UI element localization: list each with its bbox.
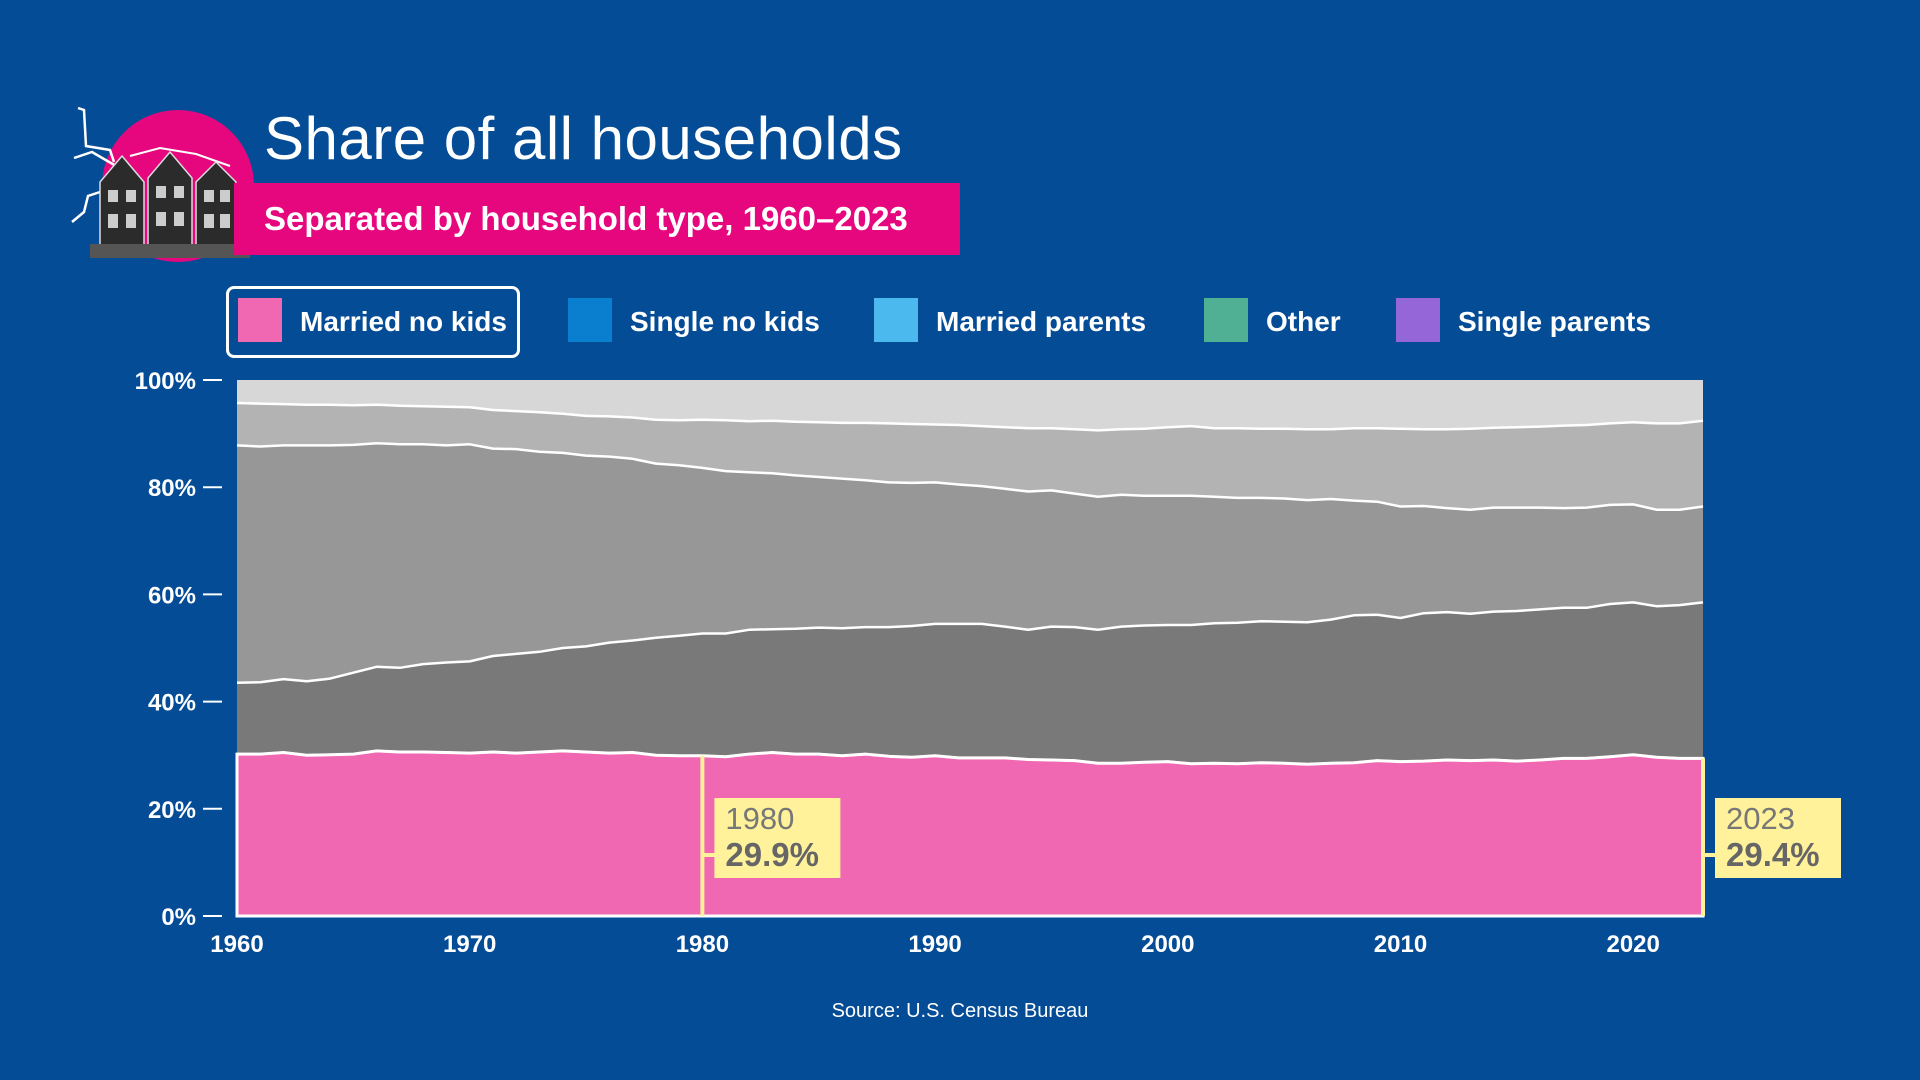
area-layer-2 bbox=[237, 443, 1703, 683]
y-tick-label: 80% bbox=[148, 475, 196, 502]
y-tick-label: 20% bbox=[148, 797, 196, 824]
boundary-line-1 bbox=[236, 601, 1704, 685]
houses-illustration-icon bbox=[71, 106, 254, 262]
y-tick-label: 100% bbox=[135, 368, 196, 395]
legend-label: Single parents bbox=[1458, 306, 1651, 337]
legend-label: Single no kids bbox=[630, 306, 820, 337]
x-tick-label: 1970 bbox=[443, 931, 496, 958]
legend-swatch bbox=[1396, 298, 1440, 342]
y-tick-label: 40% bbox=[148, 690, 196, 717]
legend-label: Married no kids bbox=[300, 306, 507, 337]
area-layer-0 bbox=[237, 750, 1703, 916]
y-tick-label: 0% bbox=[161, 904, 196, 931]
legend-label: Married parents bbox=[936, 306, 1147, 337]
legend-label: Other bbox=[1266, 306, 1341, 337]
x-tick-label: 1980 bbox=[676, 931, 729, 958]
annotation-value-2023: 29.4% bbox=[1726, 836, 1820, 873]
source-note: Source: U.S. Census Bureau bbox=[831, 1000, 1089, 1022]
area-layer-1 bbox=[237, 602, 1703, 765]
boundary-line-3 bbox=[236, 401, 1704, 432]
boundary-line-2 bbox=[236, 441, 1704, 511]
chart-subtitle: Separated by household type, 1960–2023 bbox=[234, 183, 960, 255]
legend: Married no kids Single no kids Married p… bbox=[0, 286, 1920, 358]
x-tick-label: 2010 bbox=[1374, 931, 1427, 958]
annotation-value-1980: 29.9% bbox=[725, 836, 819, 873]
x-tick-label: 1960 bbox=[210, 931, 263, 958]
annotation-year-2023: 2023 bbox=[1726, 801, 1795, 836]
married-no-kids-outline bbox=[235, 749, 1705, 918]
y-tick-label: 60% bbox=[148, 582, 196, 609]
annotation-year-1980: 1980 bbox=[725, 801, 794, 836]
chart-subtitle-text: Separated by household type, 1960–2023 bbox=[264, 200, 908, 237]
chart-title: Share of all households bbox=[264, 105, 903, 172]
legend-selection-frame bbox=[226, 286, 520, 358]
legend-swatch bbox=[874, 298, 918, 342]
annotation-box-2023 bbox=[1715, 798, 1841, 878]
x-tick-label: 2000 bbox=[1141, 931, 1194, 958]
x-tick-label: 2020 bbox=[1606, 931, 1659, 958]
annotation-box-1980 bbox=[714, 798, 841, 878]
legend-swatch bbox=[238, 298, 282, 342]
area-layer-4 bbox=[237, 380, 1703, 431]
legend-swatch bbox=[568, 298, 612, 342]
legend-swatch bbox=[1204, 298, 1248, 342]
x-tick-label: 1990 bbox=[908, 931, 961, 958]
